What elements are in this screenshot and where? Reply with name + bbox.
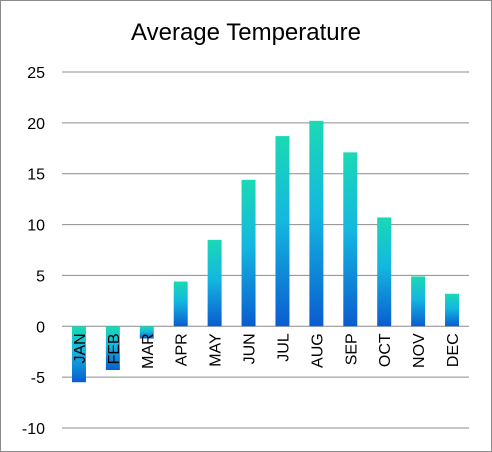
bar-may bbox=[207, 239, 222, 327]
y-tick-label: 10 bbox=[27, 218, 45, 235]
y-tick-label: 25 bbox=[27, 65, 45, 82]
x-tick-label: JAN bbox=[72, 333, 89, 363]
x-tick-label: FEB bbox=[106, 333, 123, 364]
x-tick-label: MAY bbox=[208, 333, 225, 367]
x-tick-labels: JAN FEB MAR APR MAY JUN JUL AUG SEP OCT NOV DEC bbox=[72, 333, 462, 369]
y-tick-label: 20 bbox=[27, 116, 45, 133]
x-tick-label: JUL bbox=[275, 333, 292, 362]
y-tick-label: 5 bbox=[36, 268, 45, 285]
x-tick-label: NOV bbox=[411, 333, 428, 368]
bar-jul bbox=[275, 136, 290, 327]
bar-sep bbox=[343, 152, 358, 327]
y-tick-label: 15 bbox=[27, 167, 45, 184]
gridlines bbox=[62, 71, 469, 429]
bar-mar bbox=[139, 326, 154, 339]
y-tick-label: -5 bbox=[31, 370, 45, 387]
x-tick-label: OCT bbox=[377, 333, 394, 367]
x-tick-label: SEP bbox=[343, 333, 360, 365]
x-tick-label: MAR bbox=[140, 333, 157, 369]
x-tick-label: JUN bbox=[242, 333, 259, 364]
chart-title: Average Temperature bbox=[131, 19, 361, 46]
bar-dec bbox=[445, 293, 460, 327]
bar-nov bbox=[411, 276, 426, 327]
x-tick-label: APR bbox=[174, 333, 191, 366]
bar-apr bbox=[173, 281, 188, 327]
y-tick-label: -10 bbox=[22, 421, 45, 438]
bar-feb bbox=[105, 326, 120, 371]
x-tick-label: AUG bbox=[309, 333, 326, 368]
bars bbox=[71, 120, 460, 383]
bar-aug bbox=[309, 120, 324, 327]
x-tick-label: DEC bbox=[445, 333, 462, 367]
bar-jan bbox=[71, 326, 86, 383]
y-tick-labels: 25 20 15 10 5 0 -5 -10 bbox=[22, 65, 45, 438]
bar-jun bbox=[241, 179, 256, 327]
bar-oct bbox=[377, 217, 392, 327]
y-tick-label: 0 bbox=[36, 319, 45, 336]
